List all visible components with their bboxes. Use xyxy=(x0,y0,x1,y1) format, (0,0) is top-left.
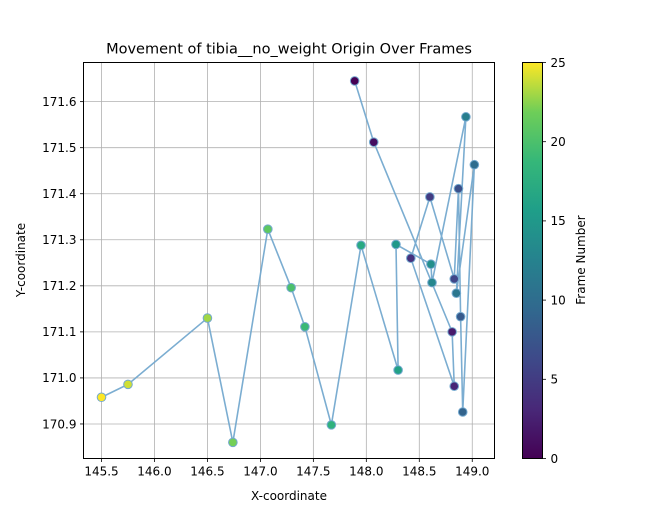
data-point xyxy=(391,239,401,250)
data-point xyxy=(368,137,379,147)
data-point xyxy=(451,288,462,298)
plot-area-frame xyxy=(83,62,495,459)
colorbar xyxy=(522,62,543,459)
data-point xyxy=(449,274,460,284)
x-tick-label: 147.0 xyxy=(243,465,277,479)
y-tick-label: 171.4 xyxy=(42,187,76,201)
data-point xyxy=(349,76,360,86)
y-tick-label: 171.0 xyxy=(42,371,76,385)
x-tick-label: 147.5 xyxy=(296,465,330,479)
y-axis-label: Y-coordinate xyxy=(14,223,28,298)
data-point xyxy=(300,322,310,332)
x-axis-ticks: 145.5 146.0 146.5 147.0 147.5 148.0 148.5 149.0 xyxy=(84,458,489,479)
y-tick-label: 171.3 xyxy=(42,233,76,247)
y-tick-label: 171.1 xyxy=(42,325,76,339)
colorbar-tick-label: 15 xyxy=(551,214,566,228)
data-point xyxy=(447,327,457,337)
x-tick-label: 146.5 xyxy=(190,465,224,479)
data-point xyxy=(469,159,480,170)
x-axis-label: X-coordinate xyxy=(251,489,327,503)
colorbar-ticks: 0 5 10 15 20 25 xyxy=(542,56,566,466)
colorbar-tick-label: 0 xyxy=(551,452,559,466)
y-tick-label: 171.2 xyxy=(42,279,76,293)
trajectory-line xyxy=(101,80,476,443)
colorbar-tick-label: 20 xyxy=(551,135,566,149)
y-tick-label: 171.5 xyxy=(42,141,76,155)
data-point xyxy=(449,381,460,392)
y-tick-label: 171.6 xyxy=(42,95,76,109)
data-point xyxy=(425,192,435,202)
data-point xyxy=(202,313,213,323)
y-tick-label: 170.9 xyxy=(42,417,76,431)
x-tick-label: 146.0 xyxy=(137,465,171,479)
trajectory-path xyxy=(101,80,476,443)
chart-title: Movement of tibia__no_weight Origin Over… xyxy=(106,42,472,58)
data-point xyxy=(286,282,296,293)
x-tick-label: 148.5 xyxy=(402,465,436,479)
data-point xyxy=(123,379,133,390)
data-point xyxy=(457,407,468,417)
data-point xyxy=(453,183,464,194)
data-point xyxy=(461,112,471,122)
data-point xyxy=(427,277,437,288)
data-point xyxy=(426,259,436,269)
data-point xyxy=(326,420,337,430)
data-point xyxy=(393,365,403,375)
colorbar-label: Frame Number xyxy=(574,215,588,304)
y-axis-ticks: 170.9 171.0 171.1 171.2 171.3 171.4 171.5 171.6 xyxy=(42,95,84,431)
colorbar-tick-label: 10 xyxy=(551,293,566,307)
data-point xyxy=(228,437,238,448)
data-point xyxy=(455,311,466,322)
data-point xyxy=(263,224,273,234)
x-tick-label: 148.0 xyxy=(349,465,383,479)
data-points xyxy=(96,76,480,448)
data-point xyxy=(96,392,107,403)
data-point xyxy=(356,240,366,251)
x-tick-label: 145.5 xyxy=(84,465,118,479)
x-tick-label: 149.0 xyxy=(455,465,489,479)
colorbar-tick-label: 25 xyxy=(551,56,566,70)
colorbar-tick-label: 5 xyxy=(551,373,559,387)
data-point xyxy=(406,253,416,263)
